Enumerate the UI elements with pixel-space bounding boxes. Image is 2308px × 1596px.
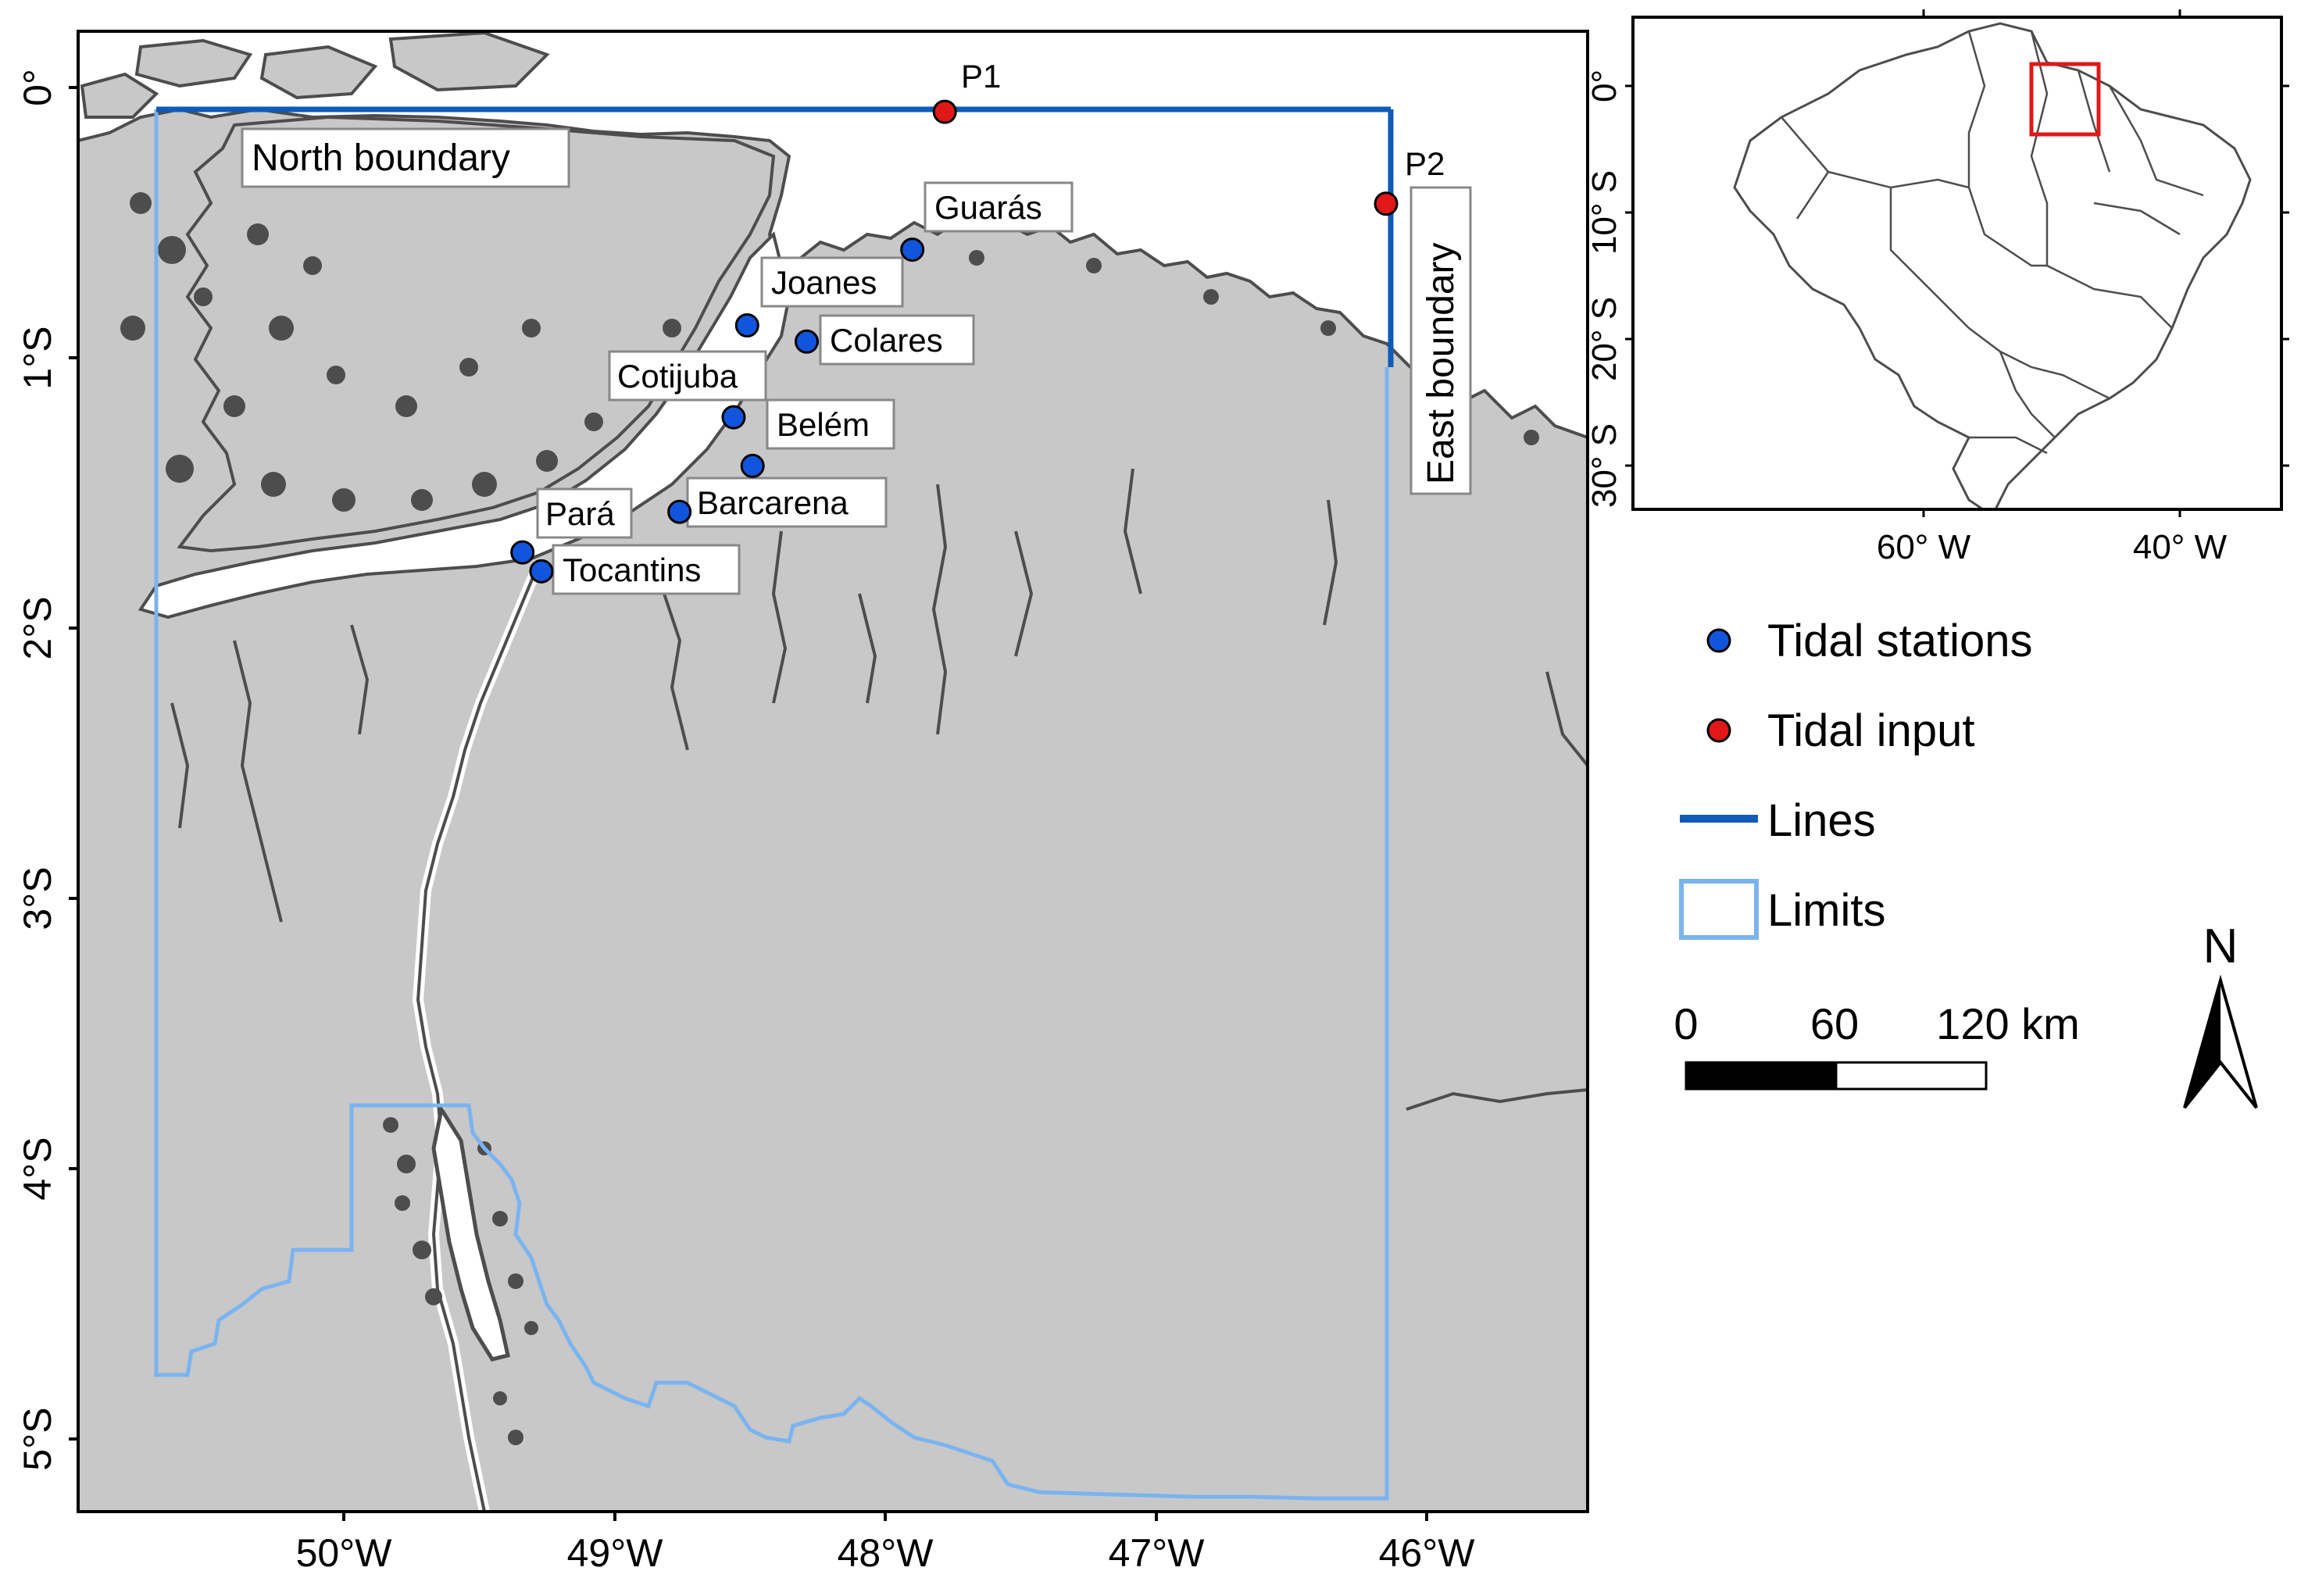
station-label-text: Joanes xyxy=(771,264,877,301)
legend-item-input: Tidal input xyxy=(1706,705,1974,756)
scale-tick-label: 0 xyxy=(1674,999,1698,1048)
input-markers xyxy=(932,99,1399,216)
station-marker xyxy=(740,453,765,478)
input-marker xyxy=(932,99,957,124)
x-tick-label: 46°W xyxy=(1379,1531,1476,1575)
reservoir-islands xyxy=(383,1117,538,1445)
input-swatch-icon xyxy=(1706,718,1731,743)
scale-segment-black xyxy=(1685,1061,1838,1091)
inset-map: 0° 10° S 20° S 30° S 60° W 40° W xyxy=(1585,9,2289,566)
station-marker xyxy=(529,559,554,584)
main-y-axis xyxy=(69,86,78,1441)
station-marker xyxy=(667,499,692,524)
x-tick-label: 49°W xyxy=(567,1531,664,1575)
station-label-belem: Belém xyxy=(766,398,895,450)
station-marker xyxy=(900,237,925,262)
station-marker xyxy=(721,405,746,430)
inset-y-tick-label: 0° xyxy=(1585,70,1624,102)
station-marker xyxy=(734,312,759,337)
y-tick-label: 5°S xyxy=(16,1407,59,1470)
east-boundary-text: East boundary xyxy=(1420,242,1462,484)
inset-x-tick-label: 60° W xyxy=(1877,528,1971,566)
island-north-4 xyxy=(80,72,159,119)
study-area-highlight xyxy=(2029,62,2101,137)
scale-tick-label: 120 km xyxy=(1936,999,2080,1048)
tocantins-river-bank xyxy=(416,562,541,1512)
model-limits xyxy=(154,109,1389,1501)
inset-y-tick-label: 10° S xyxy=(1585,170,1624,255)
x-tick-label: 48°W xyxy=(838,1531,934,1575)
inset-y-tick-label: 20° S xyxy=(1585,297,1624,381)
limits-swatch-icon xyxy=(1679,879,1759,940)
island-north-1 xyxy=(134,38,253,88)
legend-label: Tidal input xyxy=(1767,705,1974,756)
station-label-text: Barcarena xyxy=(697,484,849,521)
north-boundary-text: North boundary xyxy=(252,137,510,179)
main-y-tick-labels: 0° 1°S 2°S 3°S 4°S 5°S xyxy=(16,69,59,1470)
station-label-text: Guarás xyxy=(934,189,1042,226)
y-tick-label: 2°S xyxy=(16,596,59,659)
station-label-text: Belém xyxy=(777,406,870,443)
station-label-text: Pará xyxy=(545,495,615,532)
y-tick-label: 0° xyxy=(16,69,59,106)
main-map-frame xyxy=(77,30,1589,1513)
station-label-text: Tocantins xyxy=(563,552,701,588)
legend-label: Limits xyxy=(1767,885,1885,936)
legend-label: Lines xyxy=(1767,795,1876,846)
station-label-cotijuba: Cotijuba xyxy=(608,350,767,402)
input-point-label-p2: P2 xyxy=(1405,145,1445,182)
input-point-label-p1: P1 xyxy=(961,58,1001,95)
station-labels: Guarás Joanes Colares Cotijuba Belém Bar… xyxy=(536,181,1074,595)
tributaries xyxy=(170,468,1588,1111)
station-label-text: Colares xyxy=(830,322,943,359)
legend: Tidal stations Tidal input Lines Limits xyxy=(1679,616,2033,940)
state-borders xyxy=(1781,30,2204,455)
north-arrow: N xyxy=(2183,919,2258,1109)
north-arrow-fill-icon xyxy=(2185,980,2220,1108)
station-swatch-icon xyxy=(1706,628,1731,653)
inset-ticks xyxy=(1625,9,2289,517)
inset-x-tick-label: 40° W xyxy=(2133,528,2228,566)
legend-item-stations: Tidal stations xyxy=(1706,616,2033,666)
main-x-axis xyxy=(342,1512,1428,1521)
legend-label: Tidal stations xyxy=(1767,616,2033,666)
scale-segment-white xyxy=(1835,1061,1988,1091)
scale-tick-label: 60 xyxy=(1810,999,1859,1048)
input-marker xyxy=(1374,191,1399,216)
y-tick-label: 4°S xyxy=(16,1137,59,1200)
y-tick-label: 1°S xyxy=(16,326,59,389)
y-tick-label: 3°S xyxy=(16,866,59,930)
island-north-2 xyxy=(259,45,378,100)
main-map: 0° 1°S 2°S 3°S 4°S 5°S 50°W 49°W 48°W 47… xyxy=(16,30,1589,1575)
inset-y-tick-label: 30° S xyxy=(1585,423,1624,508)
legend-item-lines: Lines xyxy=(1680,795,1876,846)
tucurui-reservoir xyxy=(431,1104,510,1362)
inset-x-tick-labels: 60° W 40° W xyxy=(1877,528,2228,566)
station-label-joanes: Joanes xyxy=(760,256,904,308)
north-boundary-label: North boundary xyxy=(241,127,570,188)
station-label-guaras: Guarás xyxy=(924,181,1074,233)
station-label-text: Cotijuba xyxy=(617,358,738,395)
legend-item-limits: Limits xyxy=(1679,879,1885,940)
x-tick-label: 47°W xyxy=(1109,1531,1206,1575)
inset-y-tick-labels: 0° 10° S 20° S 30° S xyxy=(1585,70,1624,508)
east-boundary-label: East boundary xyxy=(1409,186,1472,495)
station-label-tocantins: Tocantins xyxy=(552,544,741,595)
inset-map-frame xyxy=(1631,16,2283,511)
north-arrow-label: N xyxy=(2203,919,2238,973)
station-label-para: Pará xyxy=(536,487,633,539)
x-tick-label: 50°W xyxy=(296,1531,393,1575)
station-label-barcarena: Barcarena xyxy=(686,477,888,528)
station-marker xyxy=(510,540,535,565)
station-marker xyxy=(795,329,820,354)
station-label-colares: Colares xyxy=(819,314,975,366)
scale-bar: 0 60 120 km xyxy=(1674,999,2080,1091)
station-markers xyxy=(510,237,925,584)
main-x-tick-labels: 50°W 49°W 48°W 47°W 46°W xyxy=(296,1531,1476,1575)
brazil-outline xyxy=(1733,22,2252,509)
marajo-island xyxy=(177,115,776,553)
